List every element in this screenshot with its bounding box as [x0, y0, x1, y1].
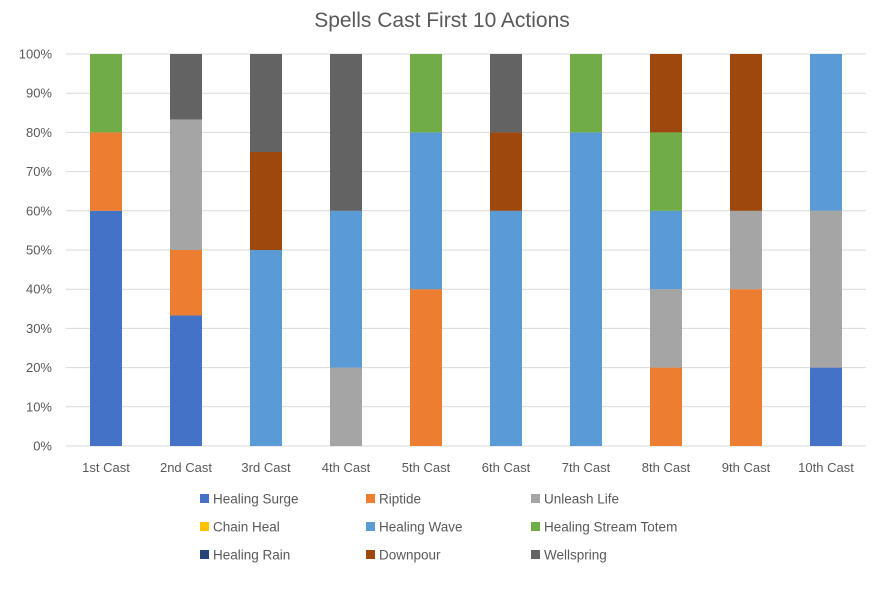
- bars: [90, 54, 842, 446]
- bar-segment: [330, 367, 362, 446]
- bar-segment: [410, 132, 442, 290]
- bar-segment: [490, 132, 522, 211]
- bar-segment: [330, 210, 362, 368]
- bar-segment: [250, 250, 282, 446]
- bar-segment: [570, 54, 602, 133]
- legend-swatch: [366, 494, 375, 503]
- y-axis-ticks: 0% 10% 20% 30% 40% 50% 60% 70% 80% 90% 100%: [19, 47, 53, 454]
- bar-segment: [250, 152, 282, 250]
- bar-segment: [650, 54, 682, 133]
- bar-segment: [730, 210, 762, 290]
- bar-segment: [410, 289, 442, 446]
- bar-segment: [170, 54, 202, 120]
- x-tick-label: 5th Cast: [402, 460, 451, 475]
- legend-item: Healing Stream Totem: [531, 520, 677, 535]
- legend-item: Riptide: [366, 492, 421, 507]
- bar-segment: [810, 54, 842, 211]
- legend-label: Healing Stream Totem: [544, 520, 677, 535]
- bar-segment: [730, 54, 762, 211]
- bar-segment: [490, 210, 522, 446]
- bar-segment: [650, 289, 682, 368]
- bar-segment: [170, 250, 202, 316]
- legend-item: Downpour: [366, 548, 441, 563]
- y-tick-label: 80%: [26, 125, 52, 140]
- bar-segment: [250, 54, 282, 152]
- bar-segment: [650, 210, 682, 290]
- x-tick-label: 4th Cast: [322, 460, 371, 475]
- x-tick-label: 8th Cast: [642, 460, 691, 475]
- bar-segment: [570, 132, 602, 446]
- bar-segment: [730, 289, 762, 446]
- y-tick-label: 40%: [26, 282, 52, 297]
- bar-segment: [490, 54, 522, 133]
- x-tick-label: 10th Cast: [798, 460, 854, 475]
- legend-swatch: [366, 522, 375, 531]
- y-tick-label: 20%: [26, 360, 52, 375]
- legend-label: Unleash Life: [544, 492, 619, 507]
- legend-item: Healing Surge: [200, 492, 299, 507]
- legend-swatch: [531, 550, 540, 559]
- legend-swatch: [531, 522, 540, 531]
- y-tick-label: 90%: [26, 86, 52, 101]
- x-tick-label: 2nd Cast: [160, 460, 212, 475]
- x-tick-label: 6th Cast: [482, 460, 531, 475]
- legend-label: Wellspring: [544, 548, 607, 563]
- legend: Healing Surge Riptide Unleash Life Chain He…: [200, 492, 677, 563]
- legend-swatch: [200, 494, 209, 503]
- bar-segment: [810, 367, 842, 446]
- legend-item: Healing Wave: [366, 520, 463, 535]
- legend-swatch: [366, 550, 375, 559]
- bar-segment: [650, 367, 682, 446]
- legend-item: Chain Heal: [200, 520, 280, 535]
- legend-label: Healing Wave: [379, 520, 463, 535]
- y-tick-label: 50%: [26, 243, 52, 258]
- legend-label: Healing Rain: [213, 548, 290, 563]
- legend-label: Healing Surge: [213, 492, 299, 507]
- chart-title: Spells Cast First 10 Actions: [314, 9, 570, 32]
- legend-item: Unleash Life: [531, 492, 619, 507]
- legend-swatch: [531, 494, 540, 503]
- bar-segment: [810, 210, 842, 368]
- bar-segment: [170, 119, 202, 251]
- legend-swatch: [200, 522, 209, 531]
- y-tick-label: 30%: [26, 321, 52, 336]
- x-axis-ticks: 1st Cast 2nd Cast 3rd Cast 4th Cast 5th Cast…: [82, 460, 854, 475]
- y-tick-label: 0%: [33, 439, 52, 454]
- bar-segment: [90, 210, 122, 446]
- legend-swatch: [200, 550, 209, 559]
- y-tick-label: 70%: [26, 164, 52, 179]
- y-tick-label: 10%: [26, 399, 52, 414]
- y-tick-label: 100%: [19, 47, 53, 62]
- x-tick-label: 1st Cast: [82, 460, 130, 475]
- bar-segment: [650, 132, 682, 211]
- bar-segment: [330, 54, 362, 211]
- legend-label: Downpour: [379, 548, 441, 563]
- legend-item: Wellspring: [531, 548, 607, 563]
- bar-segment: [90, 54, 122, 133]
- legend-item: Healing Rain: [200, 548, 290, 563]
- legend-label: Chain Heal: [213, 520, 280, 535]
- x-tick-label: 9th Cast: [722, 460, 771, 475]
- x-tick-label: 7th Cast: [562, 460, 611, 475]
- bar-segment: [410, 54, 442, 133]
- bar-segment: [90, 132, 122, 211]
- y-tick-label: 60%: [26, 203, 52, 218]
- legend-label: Riptide: [379, 492, 421, 507]
- bar-segment: [170, 315, 202, 446]
- x-tick-label: 3rd Cast: [241, 460, 291, 475]
